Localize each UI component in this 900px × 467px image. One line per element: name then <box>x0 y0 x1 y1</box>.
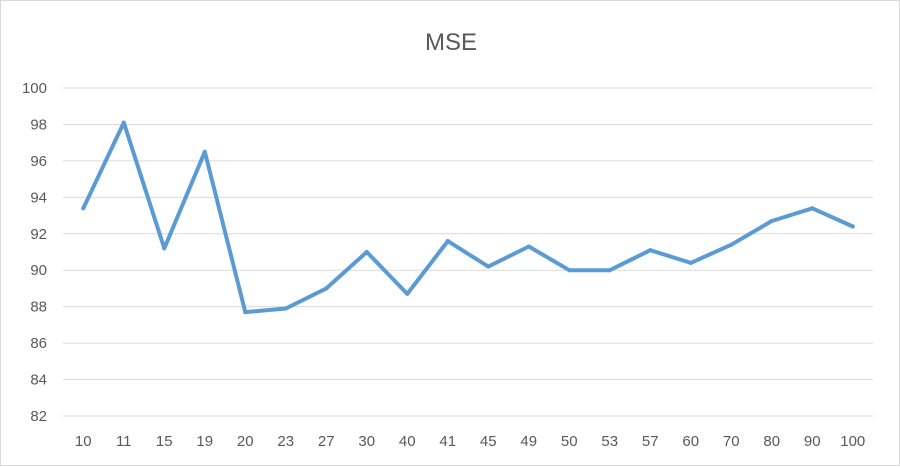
x-tick-label: 20 <box>237 433 254 450</box>
y-tick-label: 84 <box>30 372 47 389</box>
x-tick-label: 57 <box>642 433 659 450</box>
y-tick-label: 94 <box>30 189 47 206</box>
y-tick-label: 90 <box>30 262 47 279</box>
gridlines <box>63 87 873 417</box>
x-tick-label: 41 <box>439 433 456 450</box>
data-point <box>445 239 450 244</box>
x-tick-label: 60 <box>682 433 699 450</box>
x-tick-label: 11 <box>116 433 132 450</box>
data-point <box>202 149 207 154</box>
y-tick-label: 98 <box>30 116 47 133</box>
x-tick-label: 80 <box>763 433 780 450</box>
y-tick-label: 100 <box>22 80 47 97</box>
x-tick-label: 10 <box>75 433 92 450</box>
y-axis-tick-labels: 82 84 86 88 90 92 94 96 98 100 <box>22 80 47 425</box>
data-point <box>688 260 693 265</box>
data-point <box>81 206 86 211</box>
y-tick-label: 92 <box>30 226 47 243</box>
data-point <box>810 206 815 211</box>
x-tick-label: 40 <box>399 433 416 450</box>
data-point <box>607 268 612 273</box>
x-tick-label: 23 <box>277 433 294 450</box>
y-tick-label: 88 <box>30 299 47 316</box>
data-point <box>324 286 329 291</box>
x-axis-tick-labels: 10 11 15 19 20 23 27 30 40 41 45 49 50 53 57 60 70 80 90 10… <box>75 433 865 450</box>
data-point <box>405 291 410 296</box>
y-tick-label: 96 <box>30 153 47 170</box>
data-point <box>648 248 653 253</box>
x-tick-label: 45 <box>480 433 497 450</box>
data-point <box>121 120 126 125</box>
data-point <box>769 219 774 224</box>
x-tick-label: 27 <box>318 433 335 450</box>
x-tick-label: 53 <box>601 433 618 450</box>
chart-title: MSE <box>425 29 477 56</box>
x-tick-label: 30 <box>358 433 375 450</box>
data-point <box>486 264 491 269</box>
data-point <box>850 224 855 229</box>
series-layer <box>81 120 855 315</box>
data-point <box>526 244 531 249</box>
data-point <box>729 242 734 247</box>
data-point <box>567 268 572 273</box>
x-tick-label: 90 <box>804 433 821 450</box>
x-tick-label: 15 <box>156 433 173 450</box>
x-tick-label: 49 <box>520 433 537 450</box>
y-tick-label: 86 <box>30 335 47 352</box>
y-tick-label: 82 <box>30 408 47 425</box>
series-line-mse <box>81 120 855 315</box>
x-tick-label: 19 <box>196 433 213 450</box>
x-tick-label: 70 <box>723 433 740 450</box>
x-tick-label: 100 <box>840 433 865 450</box>
data-point <box>283 306 288 311</box>
data-point <box>162 246 167 251</box>
data-point <box>364 250 369 254</box>
data-point <box>243 310 248 315</box>
x-tick-label: 50 <box>561 433 578 450</box>
